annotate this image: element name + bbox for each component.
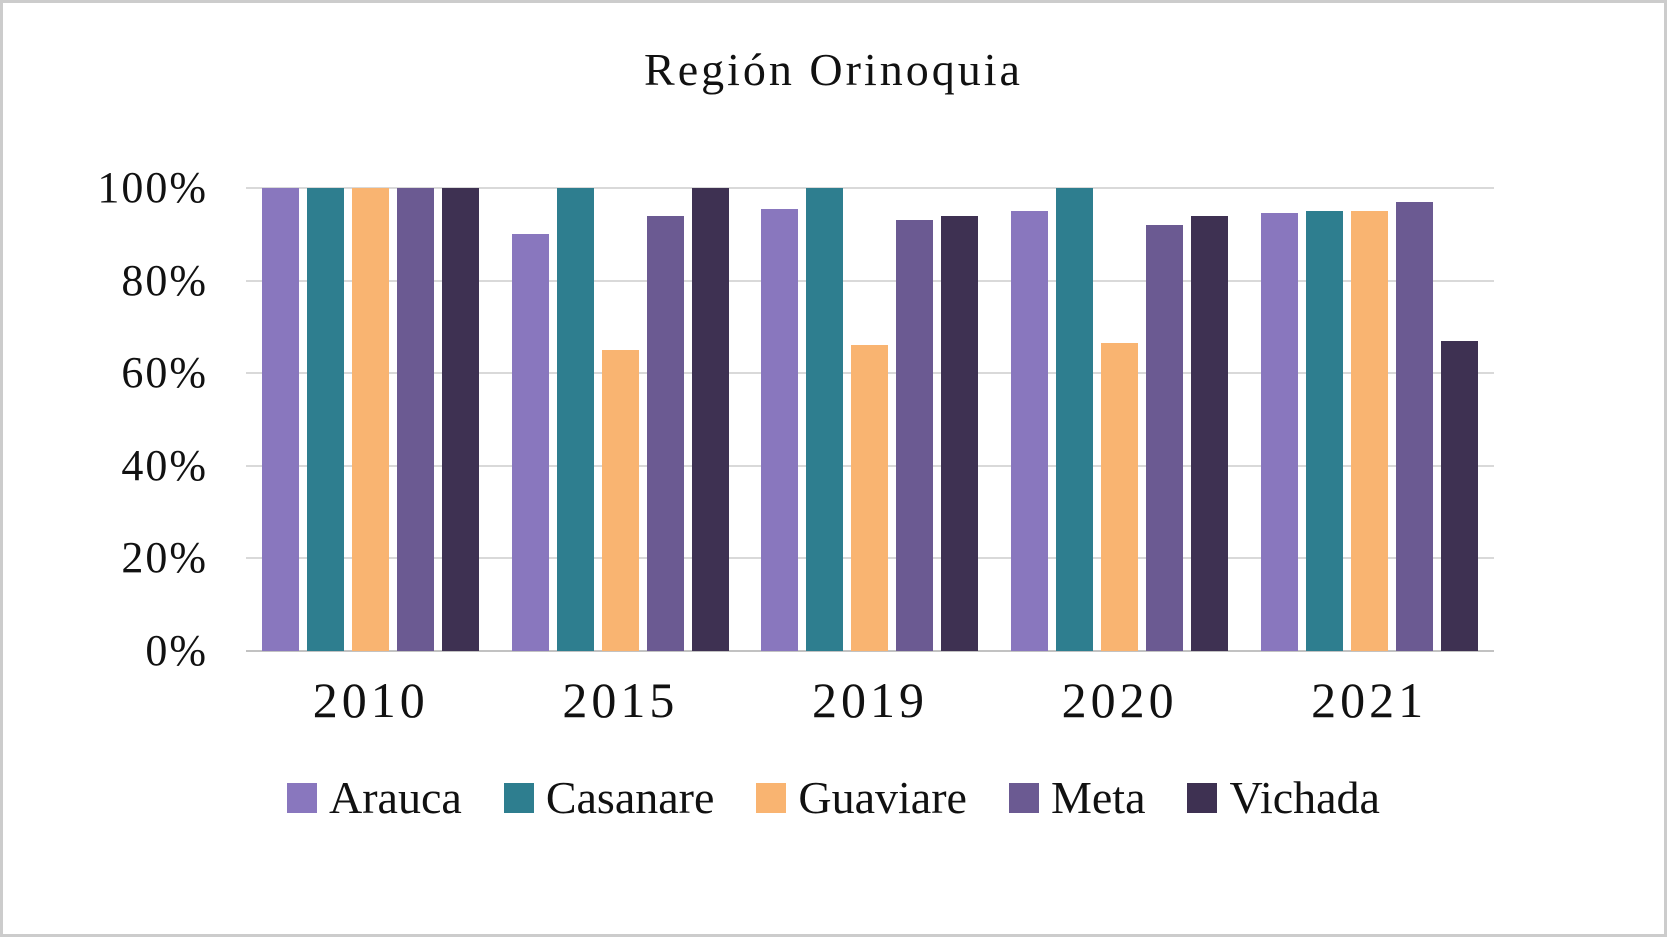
x-axis-label: 2020 [1061, 672, 1178, 728]
bar [556, 188, 594, 651]
gridline [246, 187, 1494, 189]
legend-marker [756, 783, 787, 813]
bar-group [745, 188, 995, 651]
bar [1305, 211, 1343, 651]
x-axis-line [246, 650, 1494, 652]
x-axis-label: 2015 [562, 672, 679, 728]
bar [691, 188, 729, 651]
bar [1101, 343, 1139, 651]
y-tick-label: 80% [121, 255, 208, 305]
chart-title: Región Orinoquia [644, 44, 1023, 95]
bar [941, 215, 979, 651]
x-axis-label: 2010 [312, 672, 429, 728]
y-tick-label: 20% [121, 533, 208, 583]
y-tick-label: 40% [121, 440, 208, 490]
legend-label: Vichada [1229, 772, 1380, 823]
bar [307, 188, 345, 651]
legend-label: Casanare [545, 772, 715, 823]
legend: Arauca Casanare Guaviare Meta Vichada [3, 775, 1664, 821]
bar [1146, 225, 1184, 651]
bar [1260, 213, 1298, 651]
bar [1395, 201, 1433, 651]
gridline [246, 279, 1494, 282]
y-axis: 0% 20% 40% 60% 80% 100% [23, 166, 208, 673]
y-tick-label: 100% [97, 163, 208, 212]
bar [896, 220, 934, 651]
bar-group [995, 188, 1245, 651]
y-tick-label: 0% [145, 626, 208, 675]
bar-groups [246, 188, 1494, 651]
bar [397, 188, 435, 651]
bar [1011, 211, 1049, 651]
bar [646, 215, 684, 651]
bar-group [246, 188, 496, 651]
legend-marker [287, 783, 318, 813]
plot-area [246, 187, 1494, 652]
bar [1056, 188, 1094, 651]
legend-item: Casanare [503, 772, 715, 823]
legend-label: Meta [1050, 772, 1146, 823]
y-tick-label: 60% [121, 348, 208, 398]
x-axis-label: 2019 [811, 672, 928, 728]
bar [601, 350, 639, 651]
bar-group [1244, 188, 1494, 651]
legend-item: Guaviare [756, 775, 967, 821]
bar-group [496, 188, 746, 651]
x-axis-label: 2021 [1311, 672, 1428, 728]
legend-label: Arauca [329, 772, 462, 823]
bar [1440, 340, 1478, 651]
legend-label: Guaviare [798, 772, 967, 823]
bar [511, 234, 549, 651]
bar [352, 188, 390, 651]
bar [1350, 211, 1388, 651]
legend-marker [1187, 783, 1218, 813]
legend-marker [503, 783, 534, 813]
bar [806, 188, 844, 651]
bar [442, 188, 480, 651]
x-axis-labels: 2010 2015 2019 2020 2021 [246, 671, 1494, 735]
bar [1191, 215, 1229, 651]
legend-item: Meta [1008, 772, 1146, 823]
legend-item: Arauca [287, 775, 462, 821]
bar [851, 345, 889, 651]
bar [262, 188, 300, 651]
bar [761, 208, 799, 651]
legend-item: Vichada [1187, 775, 1380, 821]
legend-marker [1008, 783, 1039, 813]
